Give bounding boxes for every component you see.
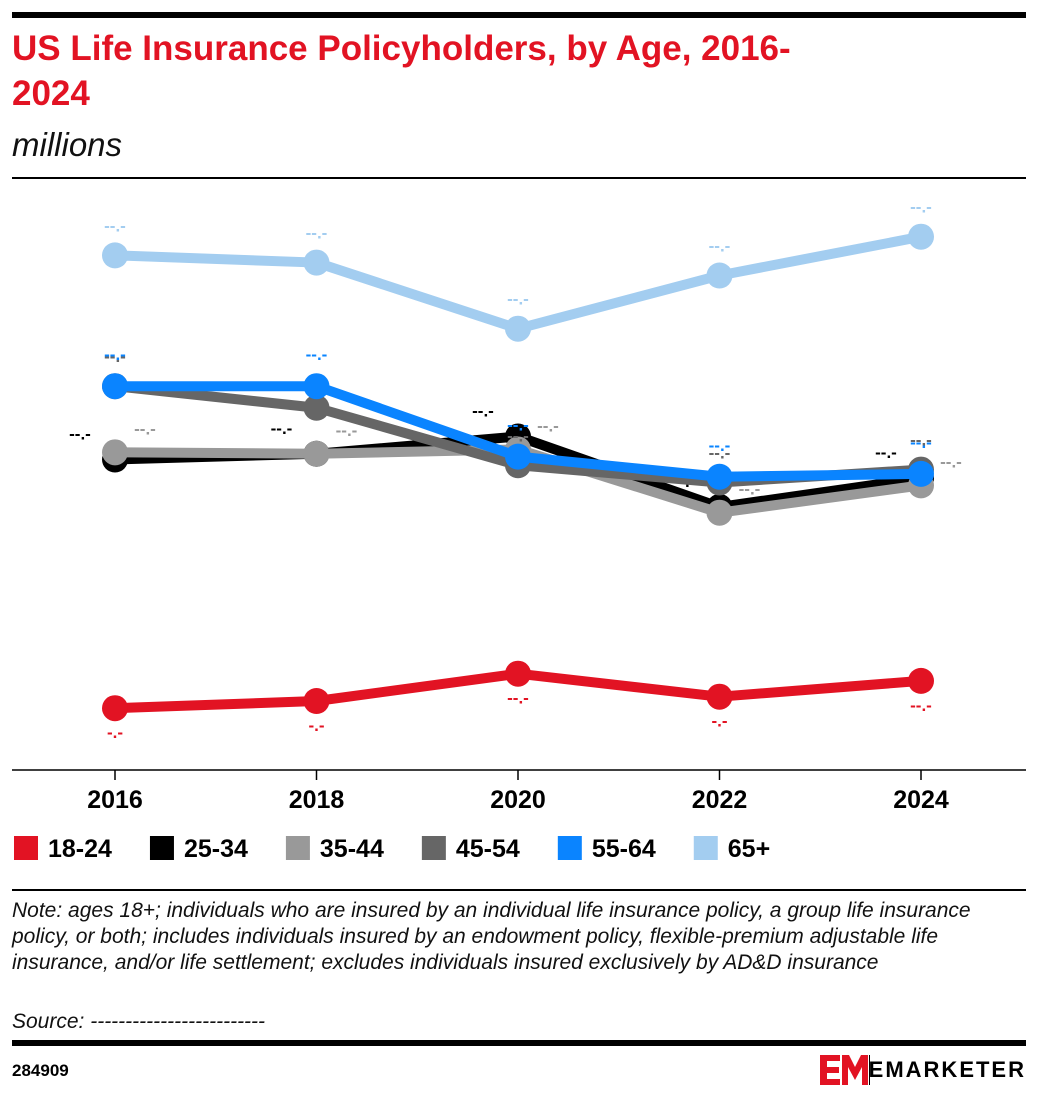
data-label: --.- xyxy=(507,689,529,708)
note-rule xyxy=(12,889,1026,891)
data-label: -.- xyxy=(711,712,727,731)
note: Note: ages 18+; individuals who are insu… xyxy=(12,899,971,974)
data-label: --.- xyxy=(507,416,529,435)
data-label: --.- xyxy=(472,402,494,421)
data-label: --.- xyxy=(69,425,91,444)
legend-swatch xyxy=(693,836,718,860)
bottom-rule xyxy=(12,1040,1026,1046)
logo xyxy=(820,1055,870,1085)
data-label: --.- xyxy=(306,224,328,243)
data-point xyxy=(908,460,934,487)
legend-swatch xyxy=(14,836,38,860)
data-point xyxy=(102,695,128,722)
data-label: --.- xyxy=(940,452,962,471)
data-point xyxy=(303,249,330,276)
data-label: --.- xyxy=(910,696,932,715)
header-rule xyxy=(12,177,1026,179)
x-tick-label: 2022 xyxy=(692,786,748,814)
data-label: --.- xyxy=(709,436,731,455)
data-point xyxy=(303,688,330,714)
legend-swatch xyxy=(149,836,174,860)
legend-label: 18-24 xyxy=(48,835,112,863)
legend-label: 45-54 xyxy=(456,835,520,863)
data-label: --.- xyxy=(709,444,731,463)
data-point xyxy=(303,373,330,400)
chart-title: US Life Insurance Policyholders, by Age,… xyxy=(12,29,791,113)
data-label: --.- xyxy=(104,216,126,235)
data-label: --.- xyxy=(104,347,126,366)
legend-swatch xyxy=(421,836,446,860)
chart-subtitle: millions xyxy=(12,126,123,163)
x-tick-label: 2024 xyxy=(893,786,949,814)
data-label: -.- xyxy=(107,723,123,742)
data-label: --.- xyxy=(134,419,156,438)
data-point xyxy=(102,439,128,466)
chart: 2016 2018 2020 2022 2024-.- -.---.--.---.---.… xyxy=(12,198,1026,863)
legend-label: 65+ xyxy=(728,835,770,863)
data-point xyxy=(706,463,733,490)
data-point xyxy=(303,440,330,467)
data-point xyxy=(505,660,531,687)
data-point xyxy=(102,242,128,269)
x-tick-label: 2020 xyxy=(490,786,546,814)
x-tick-label: 2016 xyxy=(87,786,143,814)
series-line xyxy=(114,231,922,334)
data-point xyxy=(505,315,531,342)
legend-label: 25-34 xyxy=(184,835,248,863)
chart-id: 284909 xyxy=(12,1061,69,1080)
data-point xyxy=(908,667,934,694)
data-label: --.- xyxy=(910,431,932,450)
data-point xyxy=(303,394,330,421)
data-point xyxy=(505,443,531,470)
legend-swatch xyxy=(285,836,310,860)
data-label: -.- xyxy=(308,716,324,735)
legend-label: 55-64 xyxy=(592,835,656,863)
data-label: --.- xyxy=(910,433,932,452)
data-label: --.- xyxy=(910,198,932,217)
data-point xyxy=(706,683,733,710)
legend-swatch xyxy=(557,836,582,860)
data-point xyxy=(908,223,934,250)
data-label: --.- xyxy=(306,345,328,364)
brand: EMARKETER xyxy=(868,1057,1026,1082)
data-label: --.- xyxy=(537,416,559,435)
legend-label: 35-44 xyxy=(320,835,384,863)
data-label: --.- xyxy=(875,443,897,462)
data-label: --.- xyxy=(709,237,731,256)
data-label: --.- xyxy=(507,290,529,309)
data-label: --.- xyxy=(336,421,358,440)
data-point xyxy=(102,373,128,400)
source: Source: ------------------------- xyxy=(12,1010,266,1033)
top-rule xyxy=(12,12,1026,18)
data-label: --.- xyxy=(271,419,293,438)
data-point xyxy=(706,262,733,289)
x-tick-label: 2018 xyxy=(289,786,345,814)
data-point xyxy=(706,499,733,526)
data-label: --.- xyxy=(104,345,126,364)
data-label: --.- xyxy=(507,426,529,445)
